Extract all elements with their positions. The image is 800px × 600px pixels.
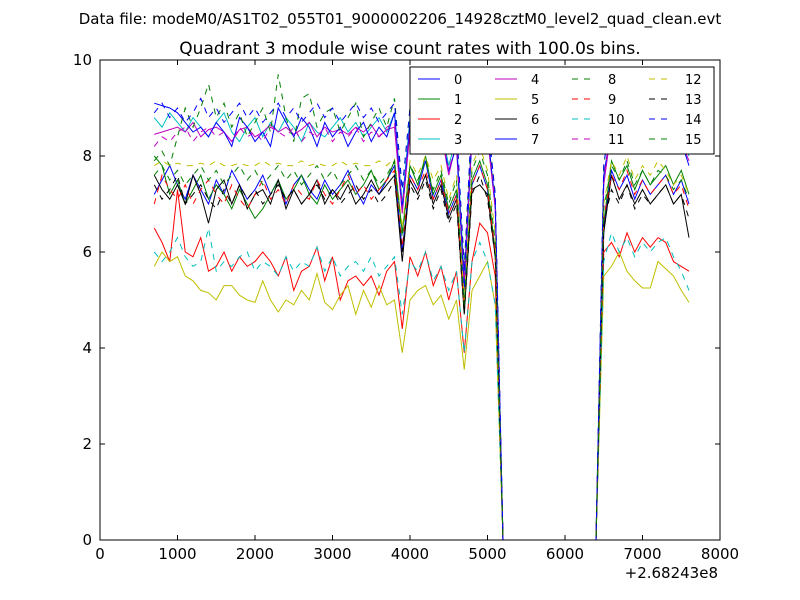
x-tick-label: 0	[95, 545, 105, 563]
x-tick-label: 2000	[236, 545, 274, 563]
legend-label-12: 12	[685, 73, 702, 88]
x-offset-label: +2.68243e8	[625, 564, 718, 582]
series-layer	[153, 74, 690, 540]
legend-label-7: 7	[531, 133, 539, 148]
legend-label-2: 2	[454, 113, 462, 128]
x-tick-label: 1000	[158, 545, 196, 563]
legend-label-1: 1	[454, 93, 462, 108]
x-tick-label: 3000	[313, 545, 351, 563]
legend-label-14: 14	[685, 113, 702, 128]
legend-label-11: 11	[608, 133, 625, 148]
y-tick-label: 4	[82, 339, 92, 357]
legend-label-5: 5	[531, 93, 539, 108]
legend-label-4: 4	[531, 73, 539, 88]
chart-title: Quadrant 3 module wise count rates with …	[179, 39, 640, 59]
y-tick-label: 0	[82, 531, 92, 549]
legend-label-3: 3	[454, 133, 462, 148]
x-tick-label: 7000	[623, 545, 661, 563]
y-tick-label: 6	[82, 243, 92, 261]
legend-label-8: 8	[608, 73, 616, 88]
legend-label-15: 15	[685, 133, 702, 148]
legend-label-0: 0	[454, 73, 462, 88]
series-line-9	[153, 164, 690, 540]
legend-label-6: 6	[531, 113, 539, 128]
x-tick-label: 5000	[468, 545, 506, 563]
series-line-13	[153, 173, 690, 540]
x-tick-label: 4000	[391, 545, 429, 563]
y-tick-label: 10	[73, 51, 92, 69]
series-line-15	[153, 149, 690, 540]
y-tick-label: 2	[82, 435, 92, 453]
legend-label-10: 10	[608, 113, 625, 128]
x-tick-label: 6000	[546, 545, 584, 563]
y-tick-label: 8	[82, 147, 92, 165]
legend-label-9: 9	[608, 93, 616, 108]
figure-suptitle: Data file: modeM0/AS1T02_055T01_90000022…	[79, 10, 722, 29]
x-tick-label: 8000	[701, 545, 739, 563]
series-line-5	[153, 250, 690, 540]
legend-label-13: 13	[685, 93, 702, 108]
